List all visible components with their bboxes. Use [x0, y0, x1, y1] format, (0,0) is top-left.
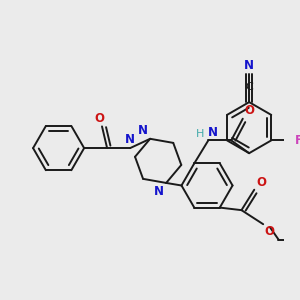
Text: N: N — [244, 59, 254, 72]
Text: O: O — [256, 176, 266, 189]
Text: H: H — [196, 130, 205, 140]
Text: N: N — [208, 127, 218, 140]
Text: O: O — [245, 104, 255, 117]
Text: N: N — [154, 185, 164, 198]
Text: F: F — [295, 134, 300, 147]
Text: C: C — [245, 82, 253, 92]
Text: O: O — [94, 112, 104, 124]
Text: N: N — [125, 133, 135, 146]
Text: N: N — [138, 124, 148, 137]
Text: O: O — [264, 225, 274, 238]
